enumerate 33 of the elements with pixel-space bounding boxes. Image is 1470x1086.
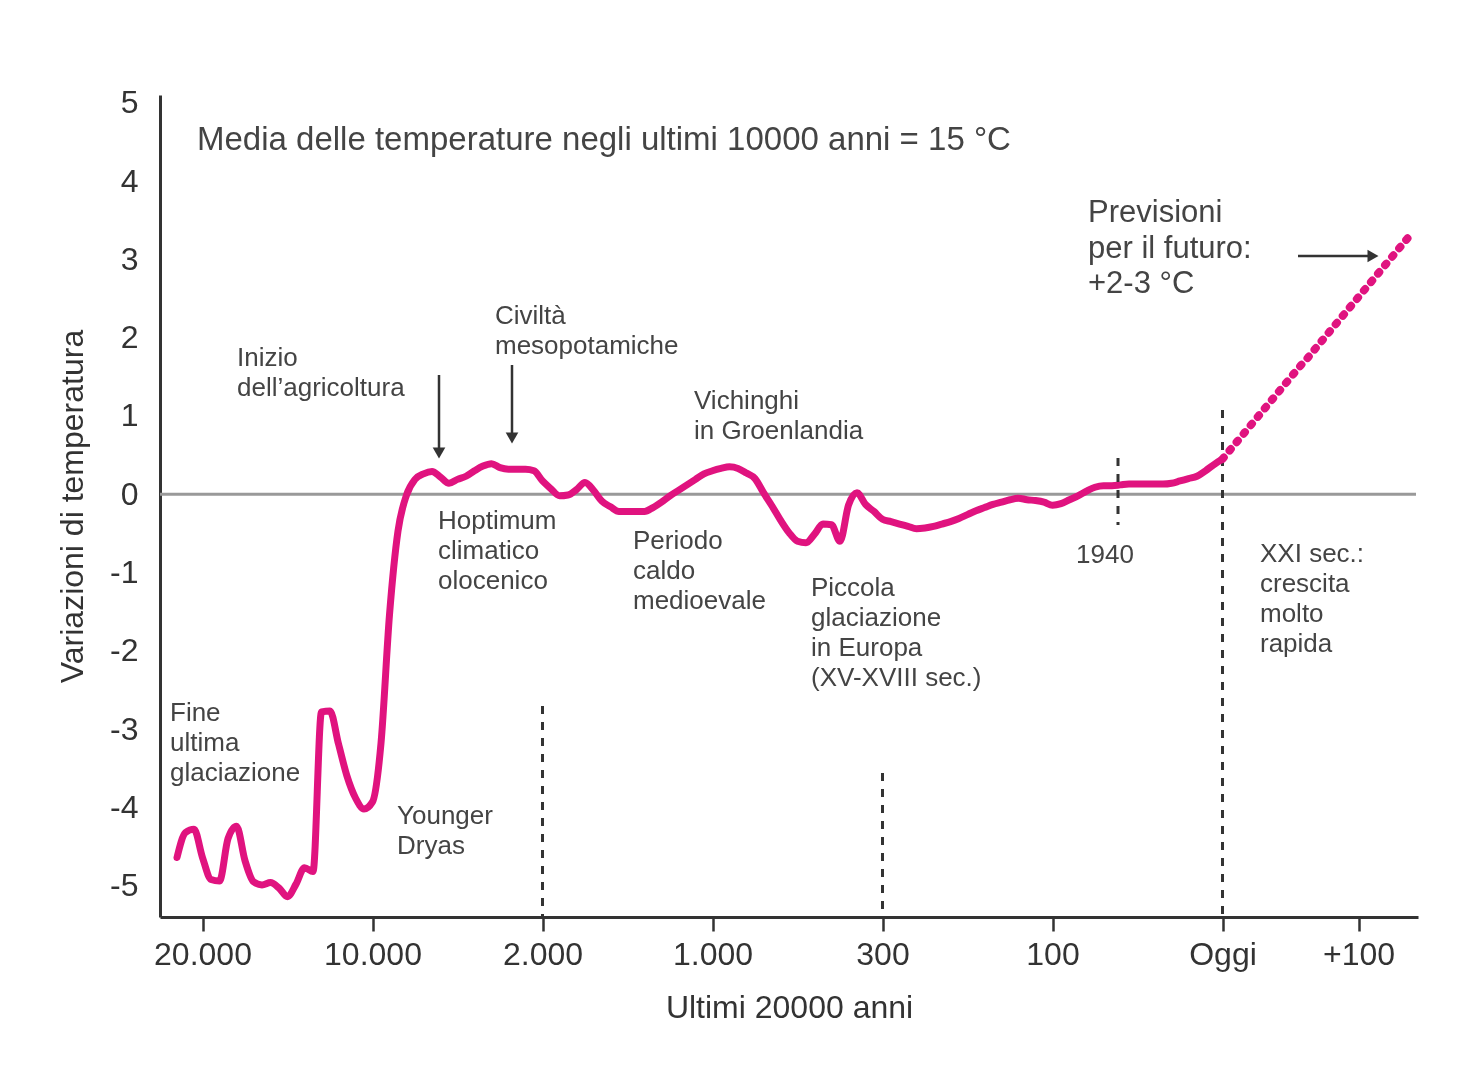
annotation: XXI sec.: crescita molto rapida — [1260, 538, 1365, 658]
x-tick-label: 100 — [1026, 935, 1080, 972]
x-tick-label: Oggi — [1189, 935, 1257, 972]
x-tick-label: 20.000 — [154, 935, 252, 972]
annotation: Media delle temperature negli ultimi 10000 anni = 15 °C — [197, 120, 1011, 157]
y-tick-label: -3 — [110, 710, 139, 747]
x-tick-label: +100 — [1322, 935, 1396, 972]
annotation: 1940 — [1076, 539, 1134, 569]
x-tick-label: 300 — [856, 935, 910, 972]
y-tick-label: 2 — [120, 319, 139, 356]
annotation: Piccola glaciazione in Europa (XV-XVIII sec.) — [811, 572, 982, 692]
y-tick-label: -5 — [110, 867, 139, 904]
y-tick-label: 4 — [120, 162, 139, 199]
annotation: Inizio dell’agricoltura — [237, 342, 406, 402]
y-tick-label: 5 — [120, 84, 139, 121]
y-tick-label: 3 — [120, 240, 139, 277]
annotation: Younger Dryas — [397, 800, 494, 860]
y-tick-label: 0 — [120, 475, 139, 512]
x-tick-label: 2.000 — [502, 935, 584, 972]
y-tick-label: -1 — [110, 554, 139, 591]
annotation: Previsioni per il futuro: +2-3 °C — [1088, 194, 1252, 301]
x-axis-title: Ultimi 20000 anni — [665, 988, 914, 1025]
y-tick-label: 1 — [120, 397, 139, 434]
annotation: Fine ultima glaciazione — [170, 697, 301, 787]
annotation: Civiltà mesopotamiche — [495, 300, 679, 360]
annotation: Vichinghi in Groenlandia — [694, 385, 864, 445]
x-tick-label: 10.000 — [324, 935, 422, 972]
annotation: Periodo caldo medioevale — [633, 525, 766, 615]
annotation: Hoptimum climatico olocenico — [438, 505, 557, 595]
y-tick-label: -2 — [110, 632, 139, 669]
y-tick-label: -4 — [110, 788, 139, 825]
x-tick-label: 1.000 — [672, 935, 754, 972]
y-axis-title: Variazioni di temperatura — [54, 329, 91, 684]
